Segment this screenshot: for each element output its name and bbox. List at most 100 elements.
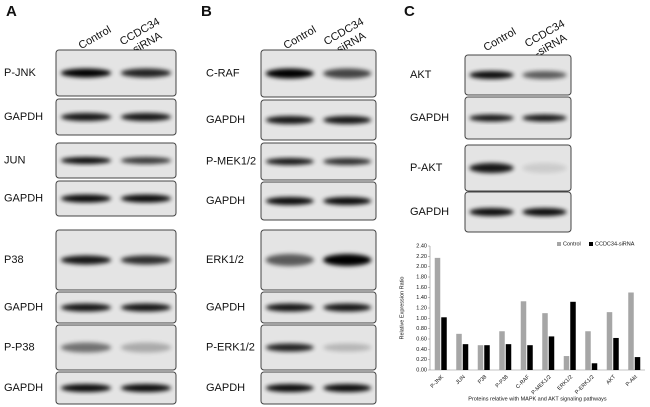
band xyxy=(60,113,112,121)
band xyxy=(323,384,372,392)
band xyxy=(60,303,112,312)
bar xyxy=(628,292,634,370)
row-label: GAPDH xyxy=(206,301,245,313)
y-tick-label: 2.00 xyxy=(416,264,427,270)
blot xyxy=(464,96,572,140)
band xyxy=(120,342,172,353)
band xyxy=(60,194,112,203)
band xyxy=(60,255,112,265)
band xyxy=(60,384,112,392)
x-tick-label: P-JNK xyxy=(430,374,446,390)
band xyxy=(265,68,314,79)
x-tick-label: C-RAF xyxy=(515,374,532,391)
blot xyxy=(55,324,177,371)
band xyxy=(323,158,372,165)
row-label: P-ERK1/2 xyxy=(206,341,255,353)
row-label: JUN xyxy=(4,154,25,166)
row-label: P-P38 xyxy=(4,341,35,353)
blot xyxy=(55,142,177,179)
blot xyxy=(55,229,177,291)
band xyxy=(265,254,314,266)
row-label: GAPDH xyxy=(410,206,449,218)
x-tick-label: ERK1/2 xyxy=(557,374,575,392)
band xyxy=(265,116,314,124)
band xyxy=(120,303,172,312)
bar xyxy=(606,312,613,370)
band xyxy=(265,158,314,165)
y-tick-label: 0.40 xyxy=(416,347,427,353)
blot xyxy=(464,144,572,192)
x-tick-label: P-MEK1/2 xyxy=(531,374,553,396)
blot xyxy=(260,181,377,221)
y-tick-label: 1.00 xyxy=(416,316,427,322)
row-label: GAPDH xyxy=(206,114,245,126)
row-label: P-AKT xyxy=(410,162,443,174)
y-tick-label: 2.20 xyxy=(416,254,427,260)
y-tick-label: 1.40 xyxy=(416,295,427,301)
row-label: P-JNK xyxy=(4,67,36,79)
bar xyxy=(585,331,591,370)
blot xyxy=(55,291,177,324)
blot xyxy=(260,99,377,141)
y-tick-label: 0.20 xyxy=(416,357,427,363)
column-header: Control xyxy=(482,26,519,54)
blot xyxy=(260,229,377,291)
row-label: P38 xyxy=(4,254,24,266)
row-label: GAPDH xyxy=(410,112,449,124)
bar xyxy=(634,357,641,370)
bar xyxy=(505,344,512,370)
band xyxy=(120,68,172,78)
bar xyxy=(542,313,548,370)
y-tick-label: 0.60 xyxy=(416,336,427,342)
bar xyxy=(570,301,576,370)
band xyxy=(120,113,172,121)
bar xyxy=(477,345,484,370)
row-label: GAPDH xyxy=(4,382,43,394)
bar xyxy=(462,344,469,370)
band xyxy=(120,194,172,203)
x-axis-label: Proteins relative with MAPK and AKT sign… xyxy=(468,396,607,402)
band xyxy=(469,208,514,216)
band xyxy=(323,197,372,205)
band xyxy=(323,303,372,312)
band xyxy=(120,255,172,265)
x-tick-label: AKT xyxy=(605,374,617,386)
panel-label: B xyxy=(201,3,212,20)
x-tick-label: P-ERK1/2 xyxy=(574,374,596,396)
band xyxy=(265,197,314,205)
row-label: GAPDH xyxy=(4,111,43,123)
bar xyxy=(613,337,619,370)
blot xyxy=(260,324,377,371)
blot xyxy=(55,180,177,217)
bar xyxy=(484,345,490,370)
x-tick-label: P38 xyxy=(477,374,488,385)
band xyxy=(323,254,372,266)
y-axis-label: Relative Expression Ratio xyxy=(399,277,405,340)
band xyxy=(469,163,514,173)
x-tick-label: JUN xyxy=(455,374,467,386)
row-label: C-RAF xyxy=(206,67,240,79)
band xyxy=(522,163,567,173)
row-label: ERK1/2 xyxy=(206,254,244,266)
band xyxy=(120,157,172,164)
band xyxy=(323,343,372,352)
bar xyxy=(527,345,533,370)
blot xyxy=(260,49,377,98)
band xyxy=(265,343,314,352)
legend-swatch xyxy=(557,242,561,246)
band xyxy=(60,342,112,353)
band xyxy=(469,71,514,79)
row-label: AKT xyxy=(410,69,432,81)
row-label: GAPDH xyxy=(206,195,245,207)
band xyxy=(60,157,112,164)
bar xyxy=(499,331,505,370)
legend-label: Control xyxy=(563,241,581,247)
band xyxy=(522,71,567,79)
bar xyxy=(441,317,447,370)
bar xyxy=(520,301,527,370)
y-tick-label: 0.80 xyxy=(416,326,427,332)
band xyxy=(60,68,112,78)
y-tick-label: 1.80 xyxy=(416,274,427,280)
band xyxy=(469,114,514,122)
